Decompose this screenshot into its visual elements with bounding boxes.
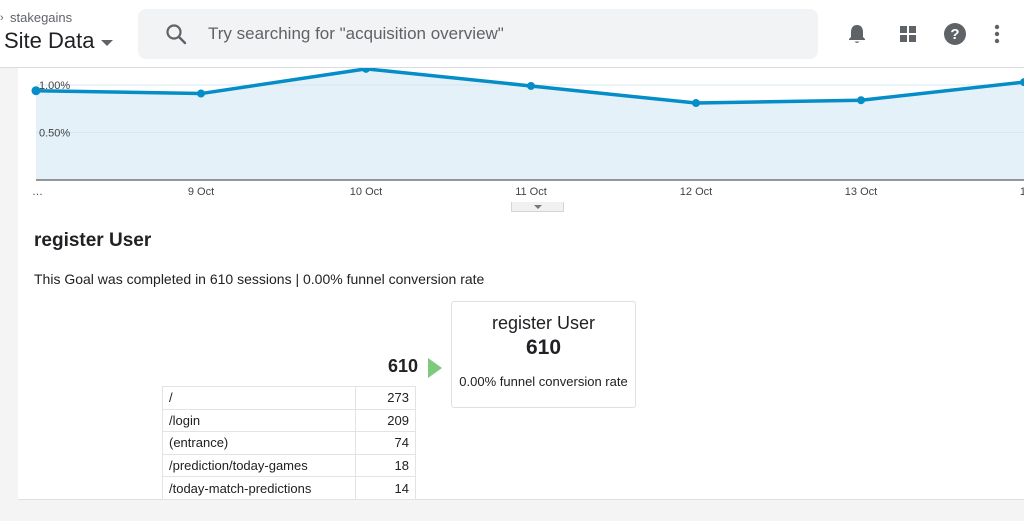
property-name: Site Data <box>4 28 95 53</box>
goal-box-rate: 0.00% funnel conversion rate <box>459 374 628 389</box>
source-page: /login <box>162 408 356 433</box>
svg-text:?: ? <box>950 26 959 43</box>
x-tick-label: 10 Oct <box>350 186 382 198</box>
conversion-rate-chart: 1.00% 0.50% … 9 Oct 10 Oct 11 Oct 12 Oct 13 Oct… <box>31 68 1024 198</box>
account-name: stakegains <box>10 10 73 25</box>
goal-box-value: 610 <box>525 336 562 359</box>
y-tick-label: 0.50% <box>39 128 70 140</box>
goal-box-name: register User <box>491 313 596 333</box>
property-selector[interactable]: Site Data <box>4 28 113 54</box>
x-tick-label: 14 <box>1020 186 1024 198</box>
x-tick-label: 11 Oct <box>515 186 547 198</box>
source-page: (entrance) <box>162 431 356 455</box>
source-page: /today-match-predictions <box>162 476 356 500</box>
table-row[interactable]: (entrance) 74 <box>162 431 416 455</box>
account-breadcrumb[interactable]: › stakegains <box>0 10 72 25</box>
entries-total: 610 <box>387 356 418 376</box>
source-count: 273 <box>355 386 416 410</box>
source-count: 209 <box>355 408 416 433</box>
source-count: 14 <box>355 476 416 500</box>
y-tick-label: 1.00% <box>39 80 70 92</box>
data-point <box>692 99 700 108</box>
x-tick-label: … <box>32 186 43 198</box>
goal-title: register User <box>34 230 152 251</box>
search-bar[interactable] <box>138 9 818 59</box>
data-point <box>527 81 535 90</box>
help-icon[interactable]: ? <box>943 22 967 46</box>
search-icon <box>166 24 187 45</box>
caret-down-icon <box>100 39 113 46</box>
chevron-down-icon <box>533 204 542 209</box>
apps-grid-icon[interactable] <box>896 22 920 46</box>
x-tick-label: 9 Oct <box>188 186 214 198</box>
x-tick-label: 12 Oct <box>680 186 712 198</box>
source-count: 18 <box>355 453 416 478</box>
flow-arrow-icon <box>428 358 442 378</box>
data-point <box>1020 78 1024 87</box>
data-point <box>857 96 865 105</box>
goal-summary: This Goal was completed in 610 sessions … <box>34 271 485 287</box>
table-row[interactable]: /login 209 <box>162 408 416 433</box>
chart-expand-toggle[interactable] <box>511 202 564 212</box>
chart-area-fill <box>36 68 1024 180</box>
source-page: /prediction/today-games <box>162 453 356 478</box>
x-tick-label: 13 Oct <box>845 186 877 198</box>
more-vert-icon[interactable] <box>985 22 1009 46</box>
source-page: / <box>162 386 356 410</box>
entrance-sources-table: /273/login 209 (entrance) 74/prediction/tod… <box>162 386 416 500</box>
table-row[interactable]: /prediction/today-games 18 <box>162 453 416 478</box>
table-row[interactable]: /273 <box>162 386 416 410</box>
top-bar: › stakegains Site Data ? <box>0 0 1024 68</box>
source-count: 74 <box>355 431 416 455</box>
goal-completion-box[interactable]: register User 610 0.00% funnel conversio… <box>451 301 636 408</box>
chevron-right-icon: › <box>0 11 4 24</box>
data-point <box>31 86 41 96</box>
data-point <box>362 68 370 73</box>
table-row[interactable]: /today-match-predictions 14 <box>162 476 416 500</box>
bell-icon[interactable] <box>845 22 869 46</box>
data-point <box>197 89 205 98</box>
goal-flow-card: 1.00% 0.50% … 9 Oct 10 Oct 11 Oct 12 Oct 13 Oct… <box>18 68 1024 500</box>
search-input[interactable] <box>208 24 768 44</box>
